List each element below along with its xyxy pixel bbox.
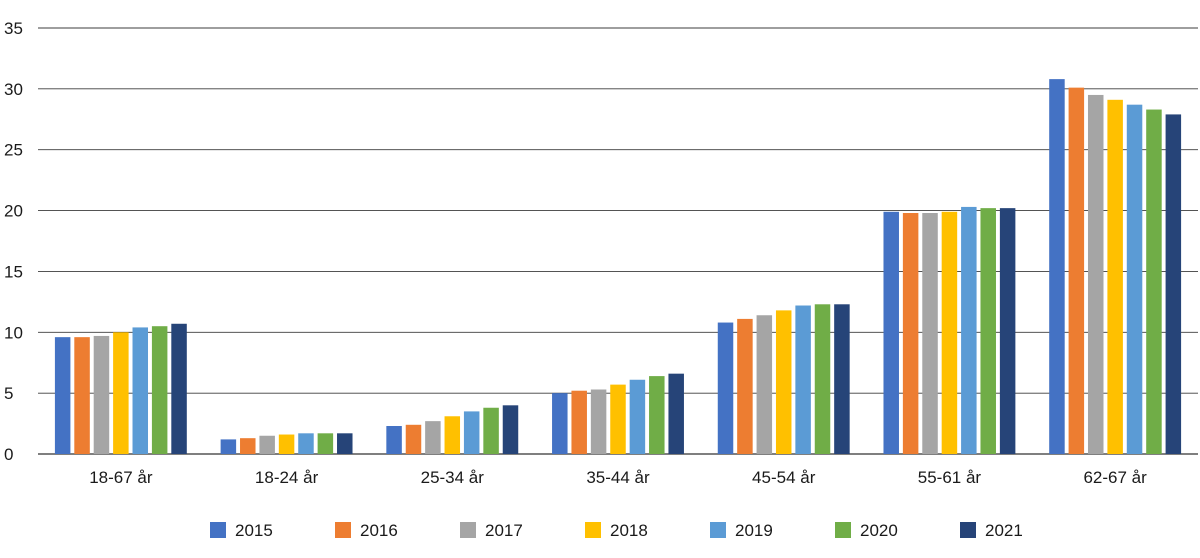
bar [151, 326, 168, 454]
legend-item: 2021 [960, 521, 1023, 540]
legend-swatch [335, 522, 351, 538]
bar [502, 405, 519, 454]
bar [54, 337, 71, 454]
bar [668, 373, 684, 454]
x-tick-label: 62-67 år [1083, 468, 1147, 487]
bar [775, 310, 792, 454]
bar [795, 305, 811, 454]
y-tick-label: 35 [4, 19, 23, 38]
bar [298, 433, 314, 454]
legend-label: 2016 [360, 521, 398, 540]
bar [278, 434, 295, 454]
x-tick-label: 18-67 år [89, 468, 153, 487]
bar [590, 389, 607, 454]
legend-label: 2019 [735, 521, 773, 540]
bar [610, 384, 626, 454]
bar [552, 393, 568, 454]
y-axis-tick-labels: 0 5 10 15 20 25 30 35 [4, 19, 23, 464]
bar [113, 332, 129, 454]
bar [941, 211, 958, 454]
legend-item: 2018 [585, 521, 648, 540]
legend-label: 2021 [985, 521, 1023, 540]
legend-item: 2020 [835, 521, 898, 540]
legend-label: 2020 [860, 521, 898, 540]
bar [629, 379, 646, 454]
legend-label: 2015 [235, 521, 273, 540]
bars [54, 79, 1182, 455]
bar [220, 439, 237, 454]
y-tick-label: 25 [4, 141, 23, 160]
legend-swatch [710, 522, 726, 538]
legend-swatch [835, 522, 851, 538]
bar [834, 304, 850, 454]
bar [171, 323, 187, 454]
legend-swatch [960, 522, 976, 538]
bar [814, 304, 831, 454]
bar [1087, 94, 1104, 454]
bar [571, 390, 587, 454]
legend-swatch [460, 522, 476, 538]
bar [1049, 79, 1065, 455]
x-axis-tick-labels: 18-67 år 18-24 år 25-34 år 35-44 år 45-54 år… [89, 468, 1147, 487]
bar [259, 435, 275, 454]
bar [132, 327, 149, 454]
bar [386, 426, 402, 454]
bar [649, 376, 665, 454]
bar [240, 438, 256, 454]
x-tick-label: 18-24 år [255, 468, 319, 487]
bar [93, 335, 110, 454]
legend-label: 2017 [485, 521, 523, 540]
legend-item: 2015 [210, 521, 273, 540]
bar [902, 213, 919, 454]
x-tick-label: 35-44 år [586, 468, 650, 487]
bar [1146, 109, 1162, 454]
x-tick-label: 55-61 år [918, 468, 982, 487]
legend-label: 2018 [610, 521, 648, 540]
bar [405, 424, 422, 454]
bar [961, 206, 977, 454]
bar [337, 433, 353, 454]
x-tick-label: 45-54 år [752, 468, 816, 487]
legend-item: 2019 [710, 521, 773, 540]
bar [999, 208, 1016, 454]
legend-item: 2016 [335, 521, 398, 540]
bar [922, 213, 938, 454]
bar [737, 318, 753, 454]
bar [1068, 87, 1085, 454]
bar [1126, 104, 1143, 455]
legend: 2015 2016 2017 2018 2019 2020 2021 [210, 521, 1023, 540]
bar [1107, 99, 1123, 454]
legend-swatch [585, 522, 601, 538]
bar [980, 208, 996, 454]
bar [74, 337, 90, 454]
legend-swatch [210, 522, 226, 538]
bar [425, 421, 441, 454]
y-tick-label: 10 [4, 323, 23, 342]
bar [756, 315, 773, 454]
y-tick-label: 15 [4, 262, 23, 281]
bar [317, 433, 334, 454]
x-tick-label: 25-34 år [421, 468, 485, 487]
y-tick-label: 30 [4, 80, 23, 99]
bar [717, 322, 734, 454]
y-tick-label: 20 [4, 202, 23, 221]
bar [463, 411, 480, 454]
y-tick-label: 5 [4, 384, 13, 403]
bar [483, 407, 499, 454]
bar [883, 211, 899, 454]
bar [1165, 114, 1182, 454]
y-tick-label: 0 [4, 445, 13, 464]
bar [444, 416, 461, 454]
legend-item: 2017 [460, 521, 523, 540]
